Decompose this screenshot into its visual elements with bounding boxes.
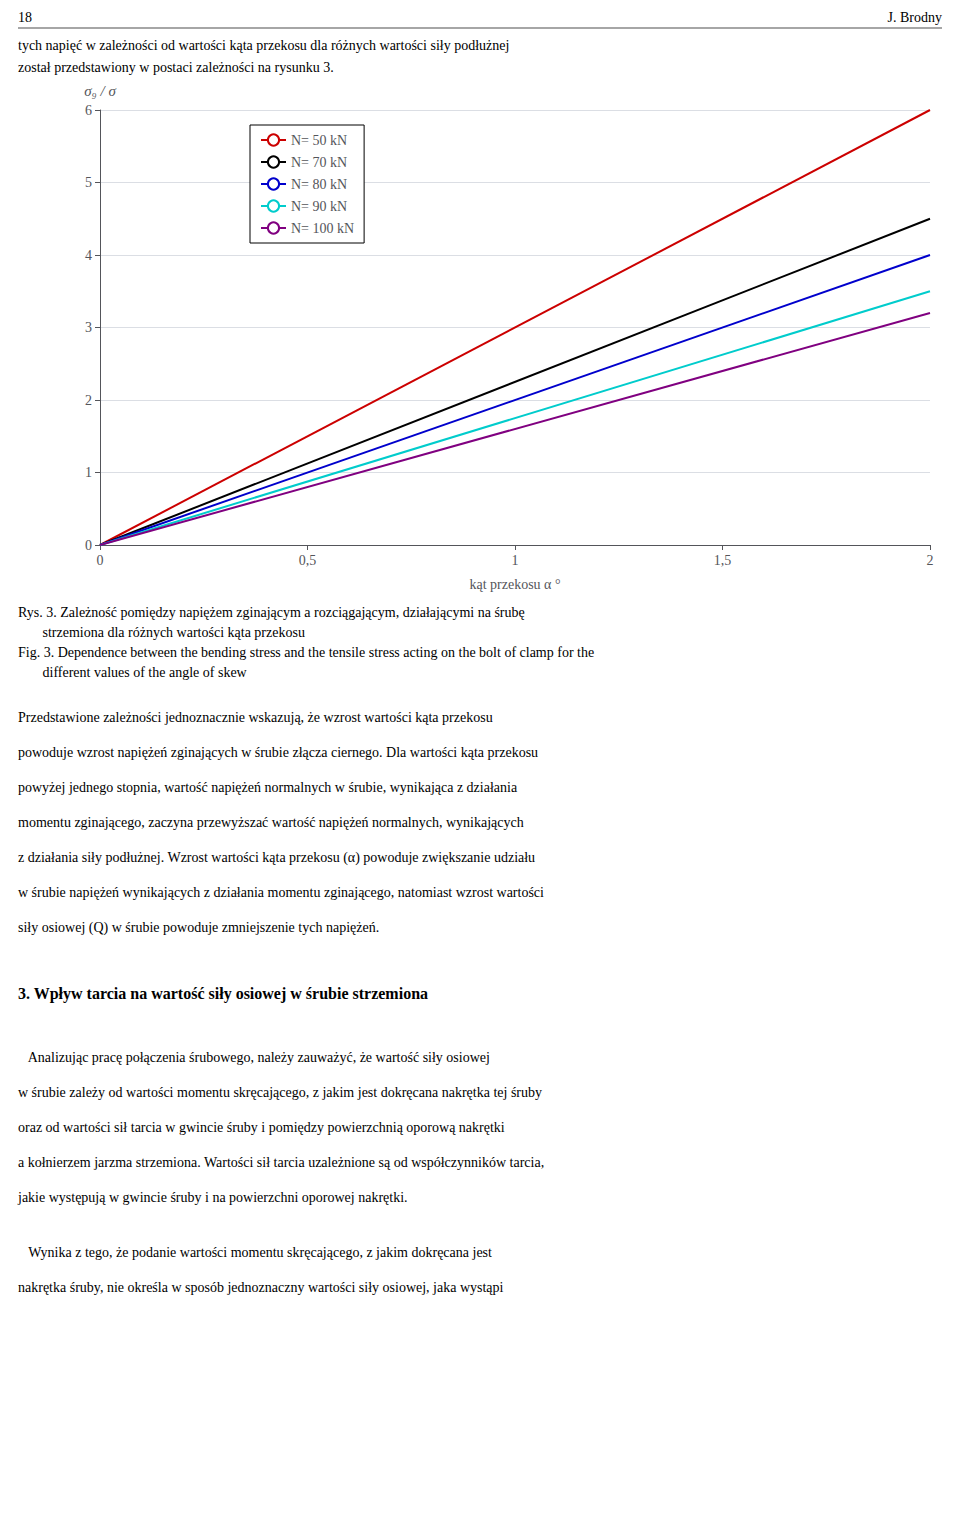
svg-text:a kołnierzem jarzma strzemiona: a kołnierzem jarzma strzemiona. Wartości…	[18, 1155, 544, 1170]
svg-text:Wynika z tego, że podanie wart: Wynika z tego, że podanie wartości momen…	[18, 1245, 492, 1260]
svg-text:2: 2	[927, 553, 934, 568]
svg-text:Analizując pracę połączenia śr: Analizując pracę połączenia śrubowego, n…	[18, 1050, 490, 1065]
svg-text:6: 6	[85, 103, 92, 118]
svg-text:strzemiona dla różnych wartośc: strzemiona dla różnych wartości kąta prz…	[18, 625, 305, 640]
svg-text:1: 1	[85, 465, 92, 480]
svg-text:N= 90 kN: N= 90 kN	[291, 199, 347, 214]
svg-text:Fig. 3. Dependence between the: Fig. 3. Dependence between the bending s…	[18, 645, 594, 660]
svg-text:momentu zginającego, zaczyna p: momentu zginającego, zaczyna przewyższać…	[18, 815, 524, 830]
svg-text:kąt przekosu α °: kąt przekosu α °	[469, 577, 560, 592]
svg-text:powyżej jednego stopnia, warto: powyżej jednego stopnia, wartość napięże…	[18, 780, 518, 795]
svg-text:jakie występują w gwincie śrub: jakie występują w gwincie śruby i na pow…	[17, 1190, 408, 1205]
svg-text:N= 50 kN: N= 50 kN	[291, 133, 347, 148]
svg-text:Rys. 3. Zależność pomiędzy nap: Rys. 3. Zależność pomiędzy napiężem zgin…	[18, 605, 525, 620]
svg-text:0: 0	[97, 553, 104, 568]
svg-text:5: 5	[85, 175, 92, 190]
svg-text:J. Brodny: J. Brodny	[888, 10, 942, 25]
svg-text:1,5: 1,5	[714, 553, 732, 568]
svg-text:0: 0	[85, 538, 92, 553]
svg-text:2: 2	[85, 393, 92, 408]
svg-text:σ₉ / σ: σ₉ / σ	[84, 83, 116, 99]
svg-text:different values of the angle: different values of the angle of skew	[18, 665, 248, 680]
svg-text:3. Wpływ tarcia na wartość sił: 3. Wpływ tarcia na wartość siły osiowej …	[18, 985, 428, 1003]
svg-text:1: 1	[512, 553, 519, 568]
svg-text:Przedstawione zależności jedno: Przedstawione zależności jednoznacznie w…	[18, 710, 493, 725]
svg-text:siły osiowej (Q) w śrubie powo: siły osiowej (Q) w śrubie powoduje zmnie…	[18, 920, 379, 936]
svg-text:3: 3	[85, 320, 92, 335]
svg-text:nakrętka śruby, nie określa w: nakrętka śruby, nie określa w sposób jed…	[18, 1280, 504, 1295]
svg-text:N= 100 kN: N= 100 kN	[291, 221, 354, 236]
svg-text:w śrubie napiężeń wynikających: w śrubie napiężeń wynikających z działan…	[18, 885, 544, 900]
svg-text:N= 80 kN: N= 80 kN	[291, 177, 347, 192]
svg-text:tych napięć w zależności od wa: tych napięć w zależności od wartości kąt…	[18, 38, 509, 53]
svg-text:z działania siły podłużnej. Wz: z działania siły podłużnej. Wzrost warto…	[18, 850, 535, 866]
svg-text:18: 18	[18, 10, 32, 25]
svg-text:powoduje wzrost napiężeń zgina: powoduje wzrost napiężeń zginających w ś…	[18, 745, 538, 760]
svg-text:N= 70 kN: N= 70 kN	[291, 155, 347, 170]
svg-text:0,5: 0,5	[299, 553, 317, 568]
svg-text:został przedstawiony w postaci: został przedstawiony w postaci zależnośc…	[18, 60, 334, 75]
svg-text:oraz od wartości sił tarcia w: oraz od wartości sił tarcia w gwincie śr…	[18, 1120, 505, 1135]
svg-text:4: 4	[85, 248, 92, 263]
svg-text:w śrubie zależy od wartości mo: w śrubie zależy od wartości momentu skrę…	[18, 1085, 542, 1100]
